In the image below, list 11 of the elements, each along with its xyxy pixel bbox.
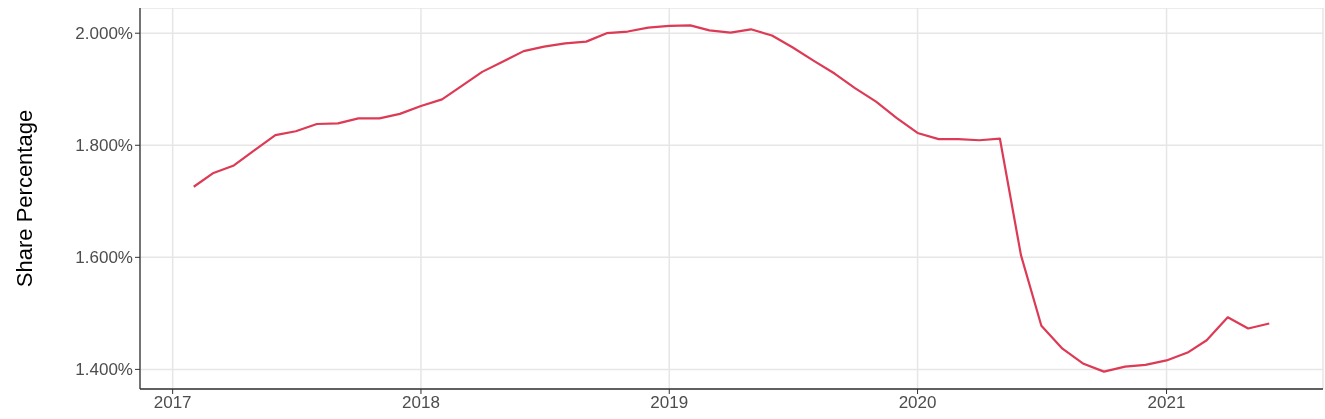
line-series	[192, 24, 1271, 373]
x-tick-label: 2020	[898, 393, 937, 413]
y-tick-label: 2.000%	[75, 24, 133, 44]
x-tick-label: 2021	[1147, 393, 1186, 413]
y-tick-label: 1.400%	[75, 360, 133, 380]
y-axis-title: Share Percentage	[12, 109, 37, 288]
y-tick-label: 1.800%	[75, 136, 133, 156]
x-tick-label: 2017	[153, 393, 192, 413]
x-tick-label: 2019	[650, 393, 689, 413]
x-tick-label: 2018	[402, 393, 440, 413]
y-tick-label: 1.600%	[75, 248, 133, 268]
